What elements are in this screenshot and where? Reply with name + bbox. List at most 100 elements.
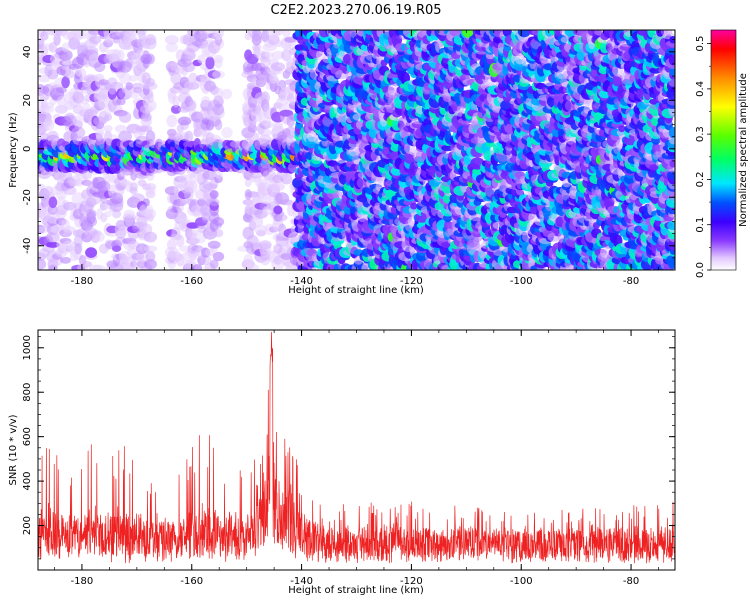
heatmap-cells <box>38 30 675 270</box>
heatmap-cell <box>64 112 76 122</box>
heatmap-cell <box>117 49 125 61</box>
heatmap-cell <box>44 185 54 196</box>
heatmap-cell <box>95 126 104 139</box>
heatmap-cell <box>288 231 302 243</box>
heatmap-cell <box>73 115 84 127</box>
heatmap-cell <box>128 74 139 82</box>
heatmap-cell <box>197 198 206 207</box>
heatmap-cell <box>81 170 93 180</box>
heatmap-cell <box>221 127 233 139</box>
heatmap-cell <box>93 61 106 73</box>
heatmap-cell <box>85 247 98 258</box>
heatmap-cell <box>48 196 58 209</box>
heatmap-cell <box>145 77 156 87</box>
heatmap-cell <box>170 72 182 85</box>
heatmap-cell <box>104 113 113 122</box>
heatmap-cell <box>115 97 126 106</box>
heatmap-cell <box>144 34 157 46</box>
heatmap-cell <box>212 70 225 79</box>
heatmap-cell <box>55 105 68 114</box>
heatmap-cell <box>63 226 76 233</box>
heatmap-cell <box>129 182 138 192</box>
heatmap-cell <box>97 180 111 194</box>
heatmap-cell <box>273 255 283 265</box>
heatmap-cell <box>55 86 67 94</box>
heatmap-cell <box>47 205 59 215</box>
heatmap-cell <box>192 264 203 270</box>
heatmap-cell <box>164 35 179 45</box>
heatmap-cell <box>140 125 153 132</box>
heatmap-cell <box>212 251 225 262</box>
heatmap-cell <box>109 81 124 91</box>
heatmap-cell <box>63 186 77 196</box>
heatmap-cell <box>252 238 261 251</box>
heatmap-cell <box>251 43 262 51</box>
heatmap-cell <box>212 217 225 227</box>
heatmap-cell <box>46 241 60 248</box>
heatmap-cell <box>38 258 47 270</box>
heatmap-cell <box>170 104 182 114</box>
heatmap-cell <box>209 190 219 199</box>
heatmap-cell <box>172 95 180 108</box>
heatmap-cell <box>176 234 185 248</box>
heatmap-cell <box>125 82 133 90</box>
heatmap-cell <box>207 240 221 249</box>
heatmap-cell <box>213 87 224 101</box>
heatmap-cell <box>137 30 147 36</box>
heatmap-cell <box>94 232 105 242</box>
heatmap-cell <box>144 99 157 112</box>
heatmap-cell <box>245 131 260 142</box>
heatmap-cell <box>243 254 253 267</box>
heatmap-cell <box>81 261 93 268</box>
heatmap-cell <box>60 256 72 264</box>
heatmap-cell <box>273 39 283 48</box>
heatmap-cell <box>252 86 262 94</box>
heatmap-cell <box>48 41 58 53</box>
heatmap-cell <box>145 250 156 263</box>
heatmap-cell <box>118 130 132 143</box>
heatmap-cell <box>540 113 551 122</box>
heatmap-cell <box>200 255 212 266</box>
heatmap-cell <box>143 231 158 243</box>
heatmap-cell <box>130 193 145 204</box>
heatmap-cell <box>103 125 113 133</box>
heatmap-cell <box>269 73 279 84</box>
heatmap-cell <box>221 88 233 100</box>
heatmap-cell <box>212 30 225 39</box>
heatmap-cell <box>166 114 178 128</box>
heatmap-cell <box>79 30 87 37</box>
heatmap-cell <box>93 264 106 270</box>
heatmap-cell <box>213 54 224 64</box>
heatmap-cell <box>254 224 268 234</box>
heatmap-cell <box>265 121 274 129</box>
heatmap-cell <box>166 239 177 251</box>
heatmap-cell <box>205 56 215 70</box>
heatmap-cell <box>144 208 157 219</box>
heatmap-cell <box>118 111 132 123</box>
heatmap-cell <box>145 130 156 143</box>
heatmap-cell <box>208 198 220 207</box>
heatmap-cell <box>252 30 262 36</box>
heatmap-cell <box>83 74 99 83</box>
heatmap-cell <box>46 231 60 243</box>
heatmap-cell <box>213 229 224 238</box>
heatmap-cell <box>177 116 192 126</box>
heatmap-cell <box>123 209 136 219</box>
heatmap-cell <box>114 124 127 133</box>
heatmap-cell <box>187 229 199 237</box>
heatmap-cell <box>144 183 157 191</box>
heatmap-cell <box>270 62 286 72</box>
heatmap-cell <box>209 259 219 269</box>
heatmap-cell <box>89 35 102 44</box>
heatmap-cell <box>184 130 194 143</box>
heatmap-cell <box>182 61 196 73</box>
heatmap-cell <box>147 92 154 103</box>
heatmap-cell <box>104 210 113 218</box>
heatmap-cell <box>246 263 259 270</box>
heatmap-cell <box>40 31 49 41</box>
heatmap-cell <box>85 209 97 219</box>
heatmap-cell <box>197 54 206 64</box>
heatmap-cell <box>146 53 155 65</box>
